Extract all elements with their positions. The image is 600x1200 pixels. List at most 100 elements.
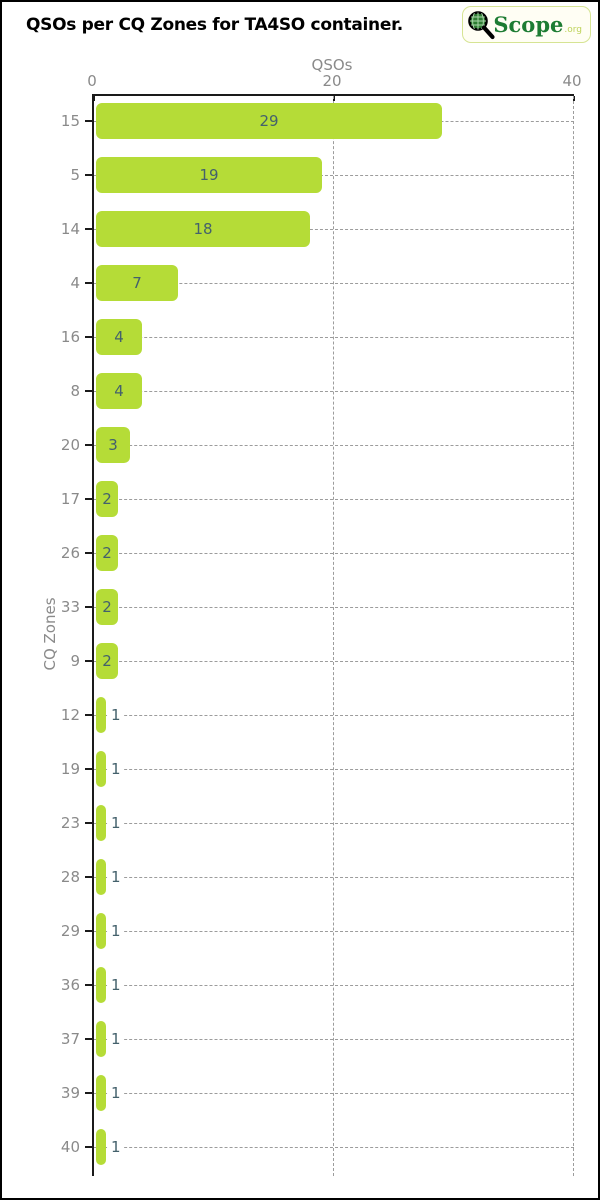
category-label: 8 — [70, 382, 80, 400]
bar-value-label: 2 — [102, 598, 112, 616]
row-gridline — [94, 499, 574, 500]
category-label: 36 — [60, 976, 80, 994]
y-tick-mark — [85, 1146, 92, 1148]
x-tick-label: 20 — [322, 72, 342, 90]
row-gridline — [94, 1147, 574, 1148]
magnifier-globe-icon — [466, 9, 496, 41]
bar-value-label: 1 — [109, 867, 123, 887]
y-tick-mark — [85, 1038, 92, 1040]
bar — [96, 859, 106, 895]
y-tick-mark — [85, 660, 92, 662]
bar — [96, 265, 178, 301]
bar-value-label: 4 — [114, 328, 124, 346]
bar — [96, 913, 106, 949]
plot-area: 15 29 5 19 14 18 4 7 16 4 8 4 20 3 17 2 26 2 33 2 9 2 12 1 19 1 23… — [61, 94, 575, 1176]
row-gridline — [94, 661, 574, 662]
row-gridline — [94, 985, 574, 986]
category-label: 12 — [60, 706, 80, 724]
category-label: 23 — [60, 814, 80, 832]
bar-value-label: 1 — [109, 921, 123, 941]
y-tick-mark — [85, 444, 92, 446]
row-gridline — [94, 823, 574, 824]
row-gridline — [94, 931, 574, 932]
row-gridline — [94, 175, 574, 176]
y-tick-mark — [85, 498, 92, 500]
bar-value-label: 4 — [114, 382, 124, 400]
bar — [96, 319, 142, 355]
bar-value-label: 1 — [109, 1083, 123, 1103]
x-tick-mark — [333, 96, 335, 101]
row-gridline — [94, 445, 574, 446]
row-gridline — [94, 715, 574, 716]
category-label: 39 — [60, 1084, 80, 1102]
y-tick-mark — [85, 1092, 92, 1094]
bar-value-label: 1 — [109, 1137, 123, 1157]
bar — [96, 427, 130, 463]
y-tick-mark — [85, 876, 92, 878]
y-tick-mark — [85, 336, 92, 338]
category-label: 17 — [60, 490, 80, 508]
bar — [96, 643, 118, 679]
qscope-logo: Scope .org — [462, 6, 591, 43]
bar-value-label: 2 — [102, 652, 112, 670]
bar-value-label: 1 — [109, 813, 123, 833]
logo-suffix: .org — [564, 25, 582, 35]
bar-value-label: 1 — [109, 759, 123, 779]
category-label: 33 — [60, 598, 80, 616]
bar — [96, 373, 142, 409]
y-tick-mark — [85, 714, 92, 716]
category-label: 19 — [60, 760, 80, 778]
category-label: 20 — [60, 436, 80, 454]
bar — [96, 967, 106, 1003]
category-label: 15 — [60, 112, 80, 130]
category-label: 5 — [70, 166, 80, 184]
bar — [96, 211, 310, 247]
bar — [96, 1021, 106, 1057]
y-tick-mark — [85, 984, 92, 986]
category-label: 14 — [60, 220, 80, 238]
bar — [96, 751, 106, 787]
category-label: 4 — [70, 274, 80, 292]
bar-value-label: 3 — [108, 436, 118, 454]
y-tick-mark — [85, 390, 92, 392]
y-tick-mark — [85, 768, 92, 770]
bar — [96, 697, 106, 733]
bar — [96, 589, 118, 625]
x-tick-mark — [573, 96, 575, 101]
y-tick-mark — [85, 930, 92, 932]
row-gridline — [94, 1093, 574, 1094]
y-tick-mark — [85, 120, 92, 122]
y-tick-mark — [85, 174, 92, 176]
x-tick-label: 40 — [562, 72, 582, 90]
category-label: 40 — [60, 1138, 80, 1156]
category-label: 9 — [70, 652, 80, 670]
bar-value-label: 1 — [109, 975, 123, 995]
y-tick-mark — [85, 552, 92, 554]
x-gridline — [573, 96, 574, 1176]
logo-text: Scope — [493, 12, 564, 37]
bar — [96, 157, 322, 193]
bar — [96, 103, 442, 139]
row-gridline — [94, 337, 574, 338]
category-label: 28 — [60, 868, 80, 886]
bar-value-label: 18 — [193, 220, 213, 238]
bar-value-label: 19 — [199, 166, 219, 184]
row-gridline — [94, 769, 574, 770]
bar-value-label: 2 — [102, 490, 112, 508]
row-gridline — [94, 553, 574, 554]
page-title: QSOs per CQ Zones for TA4SO container. — [26, 15, 403, 35]
y-tick-mark — [85, 606, 92, 608]
bar — [96, 1129, 106, 1165]
x-tick-label: 0 — [87, 72, 97, 90]
y-tick-mark — [85, 228, 92, 230]
category-label: 16 — [60, 328, 80, 346]
row-gridline — [94, 607, 574, 608]
bar-value-label: 7 — [132, 274, 142, 292]
bar-value-label: 1 — [109, 705, 123, 725]
row-gridline — [94, 229, 574, 230]
category-label: 29 — [60, 922, 80, 940]
bar — [96, 535, 118, 571]
row-gridline — [94, 877, 574, 878]
category-label: 26 — [60, 544, 80, 562]
